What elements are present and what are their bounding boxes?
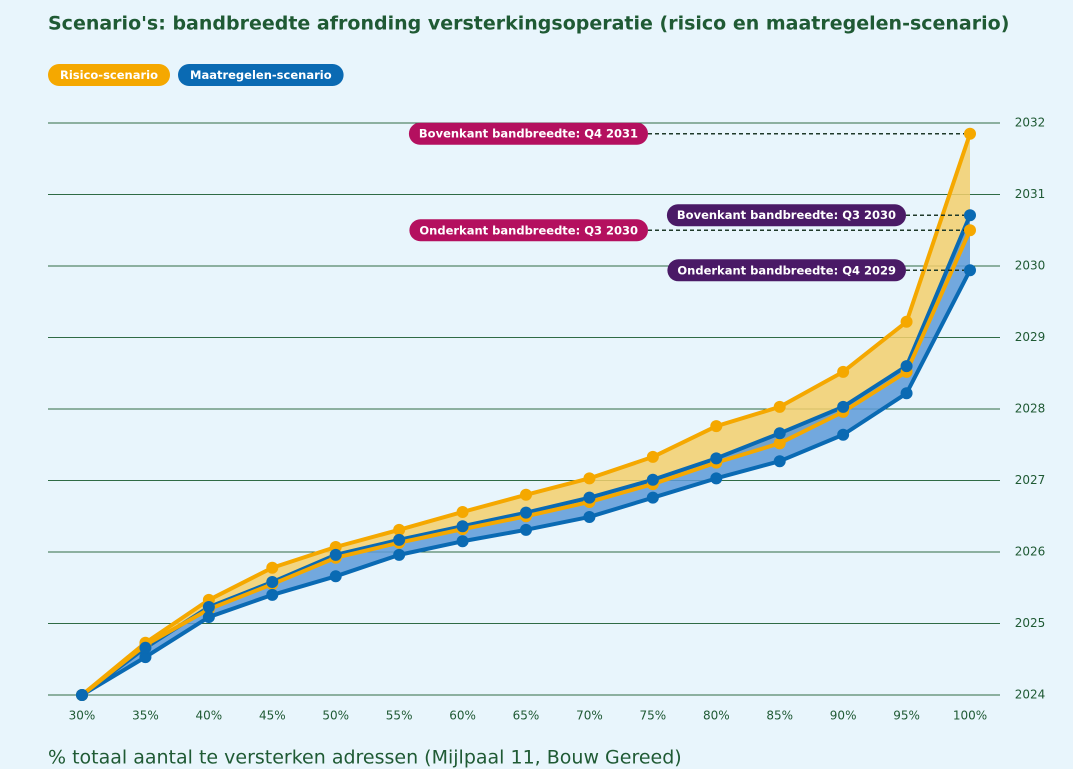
point: [837, 365, 850, 378]
x-tick-label: 50%: [322, 709, 349, 723]
point: [202, 601, 215, 614]
point: [773, 427, 786, 440]
x-tick-label: 75%: [640, 709, 667, 723]
x-tick-label: 70%: [576, 709, 603, 723]
legend-pill: [178, 64, 344, 86]
x-axis-label: % totaal aantal te versterken adressen (…: [48, 747, 682, 769]
point: [393, 523, 406, 536]
point: [139, 651, 152, 664]
point: [329, 548, 342, 561]
annotation-pill: [667, 259, 906, 282]
x-tick-label: 45%: [259, 709, 286, 723]
point: [773, 400, 786, 413]
point: [393, 548, 406, 561]
line: [80, 229, 972, 697]
legend-item: Risico-scenario: [48, 64, 170, 86]
point: [456, 535, 469, 548]
annotation-label: Bovenkant bandbreedte: Q3 2030: [677, 208, 896, 222]
y-tick-label: 2031: [1015, 187, 1046, 201]
point: [520, 523, 532, 536]
legend-label: Maatregelen-scenario: [190, 68, 332, 82]
y-tick-label: 2025: [1015, 616, 1046, 630]
point: [266, 561, 279, 574]
annotation-pill: [408, 122, 648, 145]
annotation-label: Bovenkant bandbreedte: Q4 2031: [419, 127, 638, 141]
point: [773, 437, 786, 450]
y-tick-label: 2029: [1015, 330, 1046, 344]
x-tick-label: 55%: [386, 709, 413, 723]
y-tick-label: 2030: [1015, 259, 1046, 273]
point: [393, 533, 406, 546]
annotation-pill: [666, 204, 906, 227]
point: [646, 450, 659, 463]
point: [837, 400, 850, 413]
legend-pill: [48, 64, 170, 86]
point: [900, 360, 913, 373]
point: [773, 455, 786, 468]
point: [710, 420, 723, 433]
point: [964, 224, 976, 237]
point: [456, 505, 469, 518]
line: [80, 269, 972, 697]
legend-item: Maatregelen-scenario: [178, 64, 344, 86]
x-tick-label: 85%: [766, 709, 793, 723]
annotation-pill: [409, 219, 648, 242]
annotation: Bovenkant bandbreedte: Q3 2030: [666, 204, 964, 227]
point: [202, 611, 215, 624]
annotation-label: Onderkant bandbreedte: Q3 2030: [419, 223, 638, 237]
x-tick-label: 95%: [893, 709, 920, 723]
point: [964, 127, 976, 140]
x-tick-label: 35%: [132, 709, 159, 723]
legend-label: Risico-scenario: [60, 68, 158, 82]
annotation-label: Onderkant bandbreedte: Q4 2029: [677, 263, 896, 277]
x-tick-label: 90%: [830, 709, 857, 723]
point: [646, 491, 659, 504]
y-tick-label: 2027: [1015, 473, 1046, 487]
point: [583, 472, 596, 485]
point: [266, 576, 279, 589]
x-tick-label: 40%: [196, 709, 223, 723]
point: [646, 473, 659, 486]
point: [710, 452, 723, 465]
x-tick-label: 80%: [703, 709, 730, 723]
point: [329, 570, 342, 583]
point: [520, 488, 532, 501]
band-fill: [82, 215, 970, 696]
point: [139, 641, 152, 654]
point: [710, 472, 723, 485]
x-tick-label: 30%: [69, 709, 96, 723]
point: [520, 506, 532, 519]
x-tick-label: 100%: [953, 709, 987, 723]
annotation: Onderkant bandbreedte: Q4 2029: [667, 259, 964, 282]
y-tick-label: 2032: [1015, 116, 1046, 130]
point: [900, 387, 913, 400]
annotation: Bovenkant bandbreedte: Q4 2031: [408, 122, 964, 145]
annotation: Onderkant bandbreedte: Q3 2030: [409, 219, 964, 242]
y-tick-label: 2028: [1015, 402, 1046, 416]
band-fill: [82, 133, 970, 696]
point: [837, 428, 850, 441]
y-tick-label: 2024: [1015, 688, 1046, 702]
point: [964, 209, 976, 222]
x-tick-label: 60%: [449, 709, 476, 723]
point: [266, 588, 279, 601]
chart-title: Scenario's: bandbreedte afronding verste…: [48, 13, 1009, 35]
point: [76, 689, 88, 701]
point: [583, 491, 596, 504]
point: [456, 520, 469, 533]
point: [964, 264, 976, 277]
point: [583, 510, 596, 523]
y-tick-label: 2026: [1015, 545, 1046, 559]
point: [900, 315, 913, 328]
x-tick-label: 65%: [513, 709, 540, 723]
